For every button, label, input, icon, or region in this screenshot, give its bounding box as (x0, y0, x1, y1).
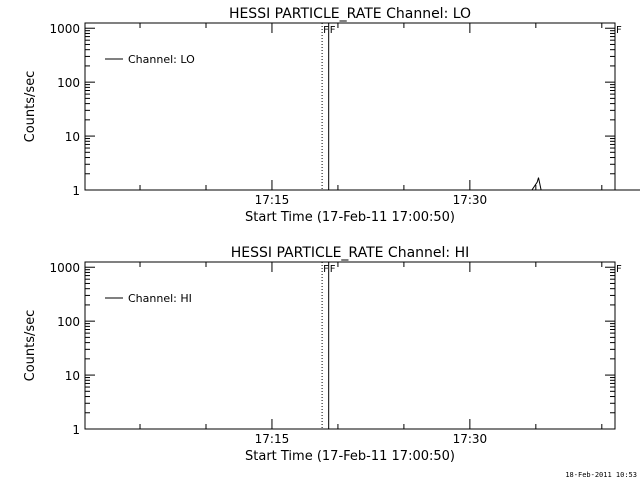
plot-panel-1: HESSI PARTICLE_RATE Channel: HI 1 10 100 100… (23, 245, 622, 464)
plot-frame (84, 261, 616, 430)
x-tick-label: 17:30 (453, 432, 488, 446)
chart-title: HESSI PARTICLE_RATE Channel: LO (229, 6, 471, 22)
y-tick-label: 100 (57, 315, 80, 329)
series-line-0 (531, 177, 640, 191)
x-tick-label: 17:15 (255, 432, 290, 446)
x-tick-label: 17:30 (453, 193, 488, 207)
y-tick-label: 1 (72, 423, 80, 437)
y-tick-label: 100 (57, 76, 80, 90)
marker-label-0: F (323, 264, 329, 275)
footer-timestamp: 18-Feb-2011 10:53 (565, 471, 637, 479)
y-tick-label: 1000 (49, 261, 80, 275)
chart-title: HESSI PARTICLE_RATE Channel: HI (231, 245, 469, 261)
plot-frame (84, 22, 616, 191)
y-tick-label: 1000 (49, 22, 80, 36)
y-axis-label: Counts/sec (23, 310, 38, 382)
legend-label: Channel: LO (128, 53, 195, 66)
plot-panel-0: HESSI PARTICLE_RATE Channel: LO 1 10 100 100… (23, 6, 640, 225)
y-tick-label: 1 (72, 184, 80, 198)
marker-label-2: F (616, 25, 622, 36)
legend-label: Channel: HI (128, 292, 192, 305)
marker-label-2: F (616, 264, 622, 275)
marker-label-1: F (330, 25, 336, 36)
y-axis-label: Counts/sec (23, 71, 38, 143)
x-tick-label: 17:15 (255, 193, 290, 207)
marker-label-1: F (330, 264, 336, 275)
x-axis-label: Start Time (17-Feb-11 17:00:50) (245, 449, 455, 464)
y-tick-label: 10 (65, 369, 80, 383)
x-axis-label: Start Time (17-Feb-11 17:00:50) (245, 210, 455, 225)
y-tick-label: 10 (65, 130, 80, 144)
marker-label-0: F (323, 25, 329, 36)
